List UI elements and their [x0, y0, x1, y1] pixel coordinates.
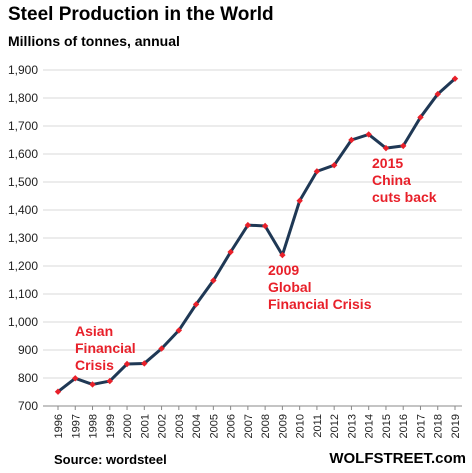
- x-tick-label: 2015: [381, 414, 393, 438]
- annotation-text: China: [372, 172, 411, 188]
- data-point: [54, 388, 62, 395]
- series-steel-production: [54, 75, 459, 395]
- y-tick-label: 1,300: [8, 231, 38, 245]
- x-tick-label: 2005: [208, 414, 220, 438]
- annotation-text: Global: [268, 279, 312, 295]
- data-point: [158, 345, 165, 352]
- y-tick-label: 1,000: [8, 315, 38, 329]
- x-tick-label: 1998: [88, 414, 100, 438]
- y-tick-label: 900: [18, 343, 38, 357]
- data-point: [451, 75, 459, 82]
- x-tick-label: 2018: [433, 414, 445, 438]
- x-tick-label: 2016: [398, 414, 410, 438]
- data-point: [417, 114, 424, 121]
- x-tick-label: 2000: [122, 414, 134, 438]
- annotation-text: Financial Crisis: [268, 296, 372, 312]
- x-tick-label: 2008: [260, 414, 272, 438]
- x-tick-label: 1997: [70, 414, 82, 438]
- data-point: [227, 248, 234, 256]
- x-tick-label: 2002: [157, 414, 169, 438]
- data-point: [296, 197, 303, 204]
- y-tick-label: 1,700: [8, 119, 38, 133]
- data-point: [382, 144, 390, 152]
- x-tick-label: 2019: [450, 414, 462, 438]
- data-point: [348, 136, 355, 144]
- data-point: [141, 360, 148, 367]
- x-tick-label: 2017: [415, 414, 427, 438]
- x-tick-label: 2004: [191, 414, 203, 438]
- data-point: [192, 301, 200, 308]
- data-point: [210, 277, 217, 284]
- brand-logo-text: WOLFSTREET.com: [329, 450, 466, 467]
- data-point: [279, 251, 286, 259]
- y-tick-label: 1,800: [8, 91, 38, 105]
- y-tick-label: 1,600: [8, 147, 38, 161]
- chart-title: Steel Production in the World: [8, 4, 274, 25]
- y-tick-label: 1,200: [8, 259, 38, 273]
- x-tick-label: 2009: [277, 414, 289, 438]
- data-point: [89, 381, 96, 388]
- y-tick-label: 800: [18, 371, 38, 385]
- data-point: [434, 90, 441, 98]
- x-tick-label: 2013: [346, 414, 358, 438]
- data-point: [400, 142, 407, 150]
- x-tick-label: 2012: [329, 414, 341, 438]
- x-tick-label: 2007: [243, 414, 255, 438]
- data-point: [123, 360, 131, 368]
- data-point: [261, 222, 269, 230]
- x-tick-label: 2014: [364, 414, 376, 438]
- annotation-text: 2009: [268, 262, 299, 278]
- x-tick-label: 1999: [105, 414, 117, 438]
- x-tick-label: 2011: [312, 414, 324, 438]
- annotation-text: 2015: [372, 155, 403, 171]
- chart-subtitle: Millions of tonnes, annual: [8, 33, 180, 49]
- y-axis: 700 800 900 1,000 1,100 1,200 1,300 1,400 1,500 1…: [8, 63, 38, 413]
- data-point: [72, 375, 79, 382]
- y-tick-label: 1,400: [8, 203, 38, 217]
- data-point: [330, 162, 338, 169]
- series-line: [57, 77, 456, 393]
- source-note: Source: wordsteel: [54, 452, 167, 467]
- data-point: [175, 327, 183, 334]
- x-tick-label: 2001: [139, 414, 151, 438]
- y-tick-label: 700: [18, 399, 38, 413]
- x-tick-label: 1996: [53, 414, 65, 438]
- data-point: [313, 168, 321, 175]
- x-tick-label: 2010: [295, 414, 307, 438]
- y-tick-label: 1,900: [8, 63, 38, 77]
- x-tick-label: 2003: [174, 414, 186, 438]
- x-tick-label: 2006: [226, 414, 238, 438]
- annotation-text: Crisis: [75, 357, 114, 373]
- data-point: [106, 377, 113, 385]
- data-point: [244, 221, 252, 229]
- annotation-text: cuts back: [372, 189, 437, 205]
- annotation-text: Asian: [75, 323, 113, 339]
- annotation-text: Financial: [75, 340, 136, 356]
- x-axis: 1996 1997 1998 1999 2000 2001 2002 2003 2004 2005…: [43, 405, 462, 438]
- y-tick-label: 1,500: [8, 175, 38, 189]
- data-point: [365, 131, 372, 138]
- y-tick-label: 1,100: [8, 287, 38, 301]
